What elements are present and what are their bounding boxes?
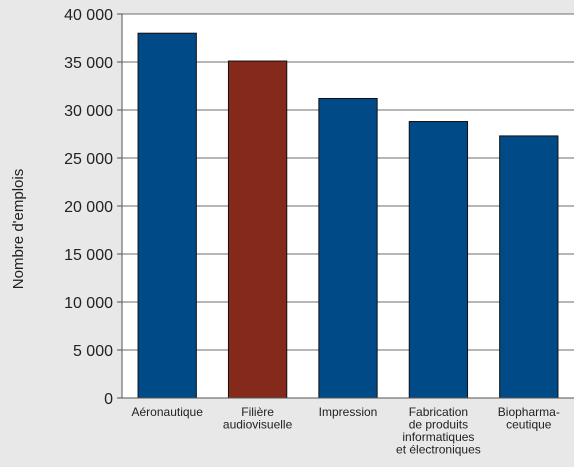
y-axis-ticks: 0 5 000 10 000 15 000 20 000 25 000 30 000 35 0… — [64, 7, 122, 408]
y-tick-label: 20 000 — [64, 199, 113, 216]
bar — [499, 135, 559, 399]
y-tick-label: 0 — [104, 391, 113, 408]
bar — [408, 121, 469, 399]
bar — [137, 32, 197, 399]
y-tick-label: 10 000 — [64, 295, 113, 312]
y-tick-label: 35 000 — [64, 55, 113, 72]
x-axis-labels: Aéronautique Filière audiovisuelle Impressi… — [132, 405, 560, 457]
x-category-label: Impression — [319, 405, 378, 419]
y-tick-label: 5 000 — [73, 343, 113, 360]
bars — [137, 32, 559, 399]
bar — [227, 60, 288, 399]
x-category-label: Fabrication de produits informatiques et él… — [396, 405, 481, 457]
x-category-label: Aéronautique — [132, 405, 204, 419]
y-tick-label: 15 000 — [64, 247, 113, 264]
y-tick-label: 30 000 — [64, 103, 113, 120]
y-tick-label: 40 000 — [64, 7, 113, 24]
y-tick-label: 25 000 — [64, 151, 113, 168]
y-axis-title: Nombre d'emplois — [10, 169, 27, 289]
x-category-label: Biopharma-ceutique — [498, 405, 560, 432]
x-category-label: Filière audiovisuelle — [223, 405, 293, 432]
bar — [318, 97, 378, 399]
